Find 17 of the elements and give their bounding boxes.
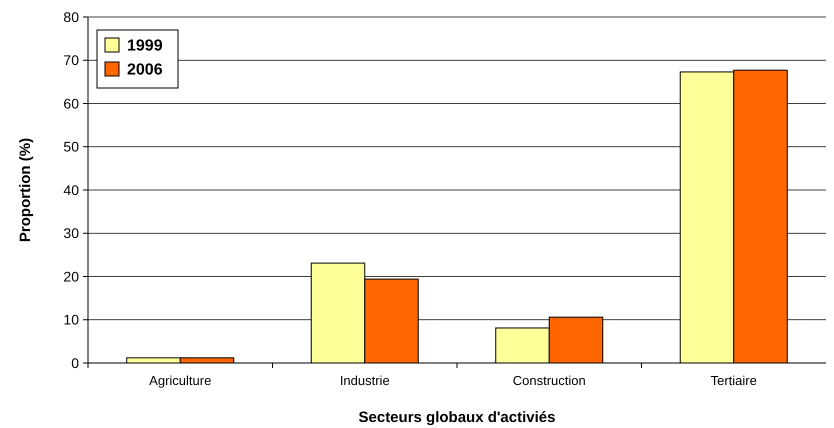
legend-label: 2006 <box>127 62 163 79</box>
y-tick-label: 80 <box>63 8 80 25</box>
x-tick-label: Industrie <box>340 373 390 388</box>
y-tick-label: 50 <box>63 138 80 155</box>
x-axis-title: Secteurs globaux d'activiés <box>358 409 556 426</box>
legend-label: 1999 <box>127 38 163 55</box>
y-tick-label: 60 <box>63 95 80 112</box>
y-tick-label: 70 <box>63 52 80 68</box>
y-tick-label: 40 <box>63 182 80 198</box>
y-tick-label: 20 <box>63 268 80 284</box>
y-axis-title: Proportion (%) <box>17 138 34 242</box>
y-tick-label: 30 <box>63 225 80 242</box>
x-tick-label: Tertiaire <box>710 373 757 388</box>
y-tick-label: 10 <box>63 312 80 328</box>
x-tick-label: Construction <box>512 373 586 388</box>
y-tick-label: 0 <box>71 354 80 371</box>
x-tick-label: Agriculture <box>149 373 212 388</box>
